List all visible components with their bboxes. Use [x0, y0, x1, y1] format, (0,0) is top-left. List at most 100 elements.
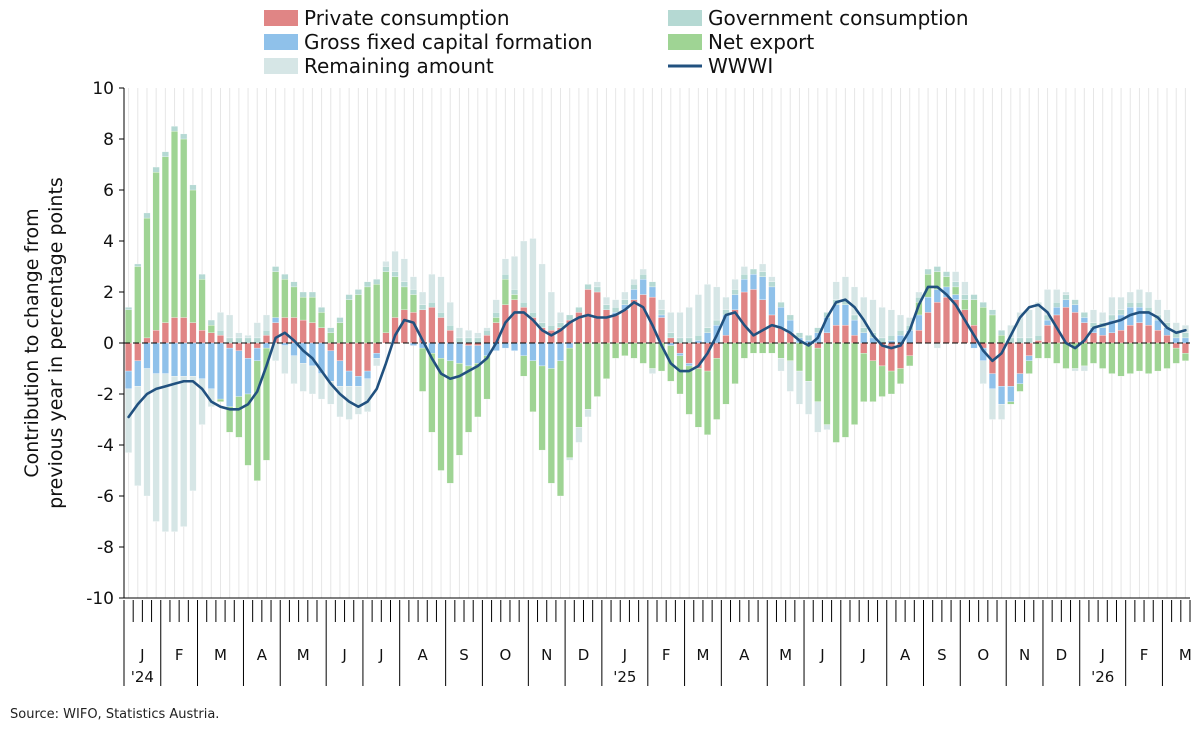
bar-rem: [704, 284, 712, 328]
bar-gfcf: [998, 386, 1006, 405]
bar-gc: [198, 273, 206, 280]
bar-gc: [575, 307, 583, 313]
chart-svg: -10 -8 -6 -4 -2 0 2 4 6 8 10 J '24 F M A M J J A S O N D J '25 F M A…: [21, 6, 1192, 686]
bar-gc: [437, 312, 445, 318]
legend-swatch-gc: [668, 10, 702, 26]
month-label: M: [1179, 646, 1192, 664]
bar-gc: [1034, 335, 1042, 341]
bar-nx: [897, 368, 904, 384]
bar-gfcf: [750, 273, 757, 290]
month-label: J: [139, 646, 144, 664]
bar-pc: [134, 342, 142, 362]
bar-pc: [382, 332, 390, 344]
bar-gfcf: [933, 289, 941, 303]
bar-nx: [795, 342, 803, 372]
bar-gc: [410, 289, 417, 295]
bar-rem: [373, 358, 381, 367]
bar-gc: [143, 212, 151, 219]
bar-pc: [152, 330, 160, 344]
bar-pc: [1016, 342, 1024, 374]
bar-rem: [878, 307, 886, 339]
bar-nx: [860, 353, 868, 402]
bar-gfcf: [851, 319, 859, 336]
bar-nx: [207, 324, 215, 333]
bar-pc: [768, 314, 776, 344]
bar-gfcf: [217, 342, 224, 400]
bar-pc: [171, 317, 179, 344]
bar-nx: [161, 156, 169, 323]
bar-rem: [584, 409, 592, 418]
bar-nx: [575, 342, 583, 428]
bar-gc: [1025, 337, 1033, 344]
bar-gfcf: [1007, 386, 1015, 402]
bar-gfcf: [364, 370, 371, 379]
bar-pc: [318, 327, 326, 344]
bar-pc: [1044, 324, 1052, 344]
y-tick-label: -8: [97, 538, 114, 558]
bar-nx: [483, 355, 491, 400]
bar-pc: [180, 317, 188, 344]
bar-gc: [612, 307, 620, 313]
bar-rem: [189, 375, 197, 492]
bar-gc: [455, 337, 463, 344]
bar-gfcf: [520, 342, 528, 356]
bar-gc: [566, 314, 574, 321]
y-tick-label: -4: [97, 436, 114, 456]
bar-pc: [400, 309, 408, 344]
bar-pc: [299, 319, 307, 344]
bar-gfcf: [272, 317, 280, 323]
bar-gc: [419, 304, 427, 310]
bar-gc: [768, 281, 776, 288]
bar-nx: [621, 342, 629, 356]
bar-rem: [483, 327, 491, 331]
bar-pc: [621, 309, 629, 344]
bar-pc: [851, 335, 859, 344]
bar-gfcf: [970, 342, 978, 349]
bar-gc: [759, 271, 767, 277]
bar-gc: [465, 337, 473, 344]
bar-rem: [685, 307, 693, 339]
y-axis-label-line2: previous year in percentage points: [45, 177, 67, 509]
month-label: J: [819, 646, 824, 664]
bar-gfcf: [262, 342, 270, 349]
bar-rem: [455, 327, 463, 339]
bar-pc: [1135, 322, 1143, 344]
bar-pc: [1025, 342, 1033, 356]
bar-nx: [299, 296, 307, 321]
bar-rem: [1145, 291, 1153, 308]
bar-pc: [198, 330, 206, 344]
bar-pc: [676, 342, 684, 354]
bar-nx: [1044, 342, 1052, 359]
bar-gfcf: [134, 360, 142, 387]
y-tick-label: -2: [97, 385, 114, 405]
bar-nx: [262, 347, 270, 461]
bar-nx: [382, 271, 390, 333]
bar-rem: [161, 373, 169, 532]
bar-pc: [722, 335, 730, 344]
bar-rem: [869, 299, 877, 333]
bar-pc: [1154, 330, 1162, 344]
bar-nx: [465, 365, 473, 433]
bar-rem: [446, 302, 454, 326]
bar-pc: [823, 332, 831, 344]
bar-gfcf: [731, 294, 739, 310]
bar-pc: [924, 312, 932, 344]
bar-gfcf: [501, 342, 509, 349]
bar-nx: [988, 314, 996, 344]
bar-rem: [915, 291, 923, 298]
bar-rem: [621, 291, 629, 300]
y-axis-label: Contribution to change from: [21, 208, 43, 477]
bar-pc: [740, 291, 748, 344]
bar-rem: [667, 312, 675, 333]
bar-nx: [998, 335, 1006, 344]
bar-pc: [125, 342, 133, 372]
bar-rem: [198, 378, 206, 425]
year-label: '24: [131, 668, 154, 686]
bar-nx: [1099, 342, 1107, 369]
bar-gc: [1135, 302, 1143, 308]
bar-gc: [887, 335, 895, 341]
bar-pc: [841, 324, 849, 344]
bar-nx: [906, 355, 914, 367]
bar-gc: [171, 126, 179, 132]
bar-gfcf: [915, 314, 923, 331]
